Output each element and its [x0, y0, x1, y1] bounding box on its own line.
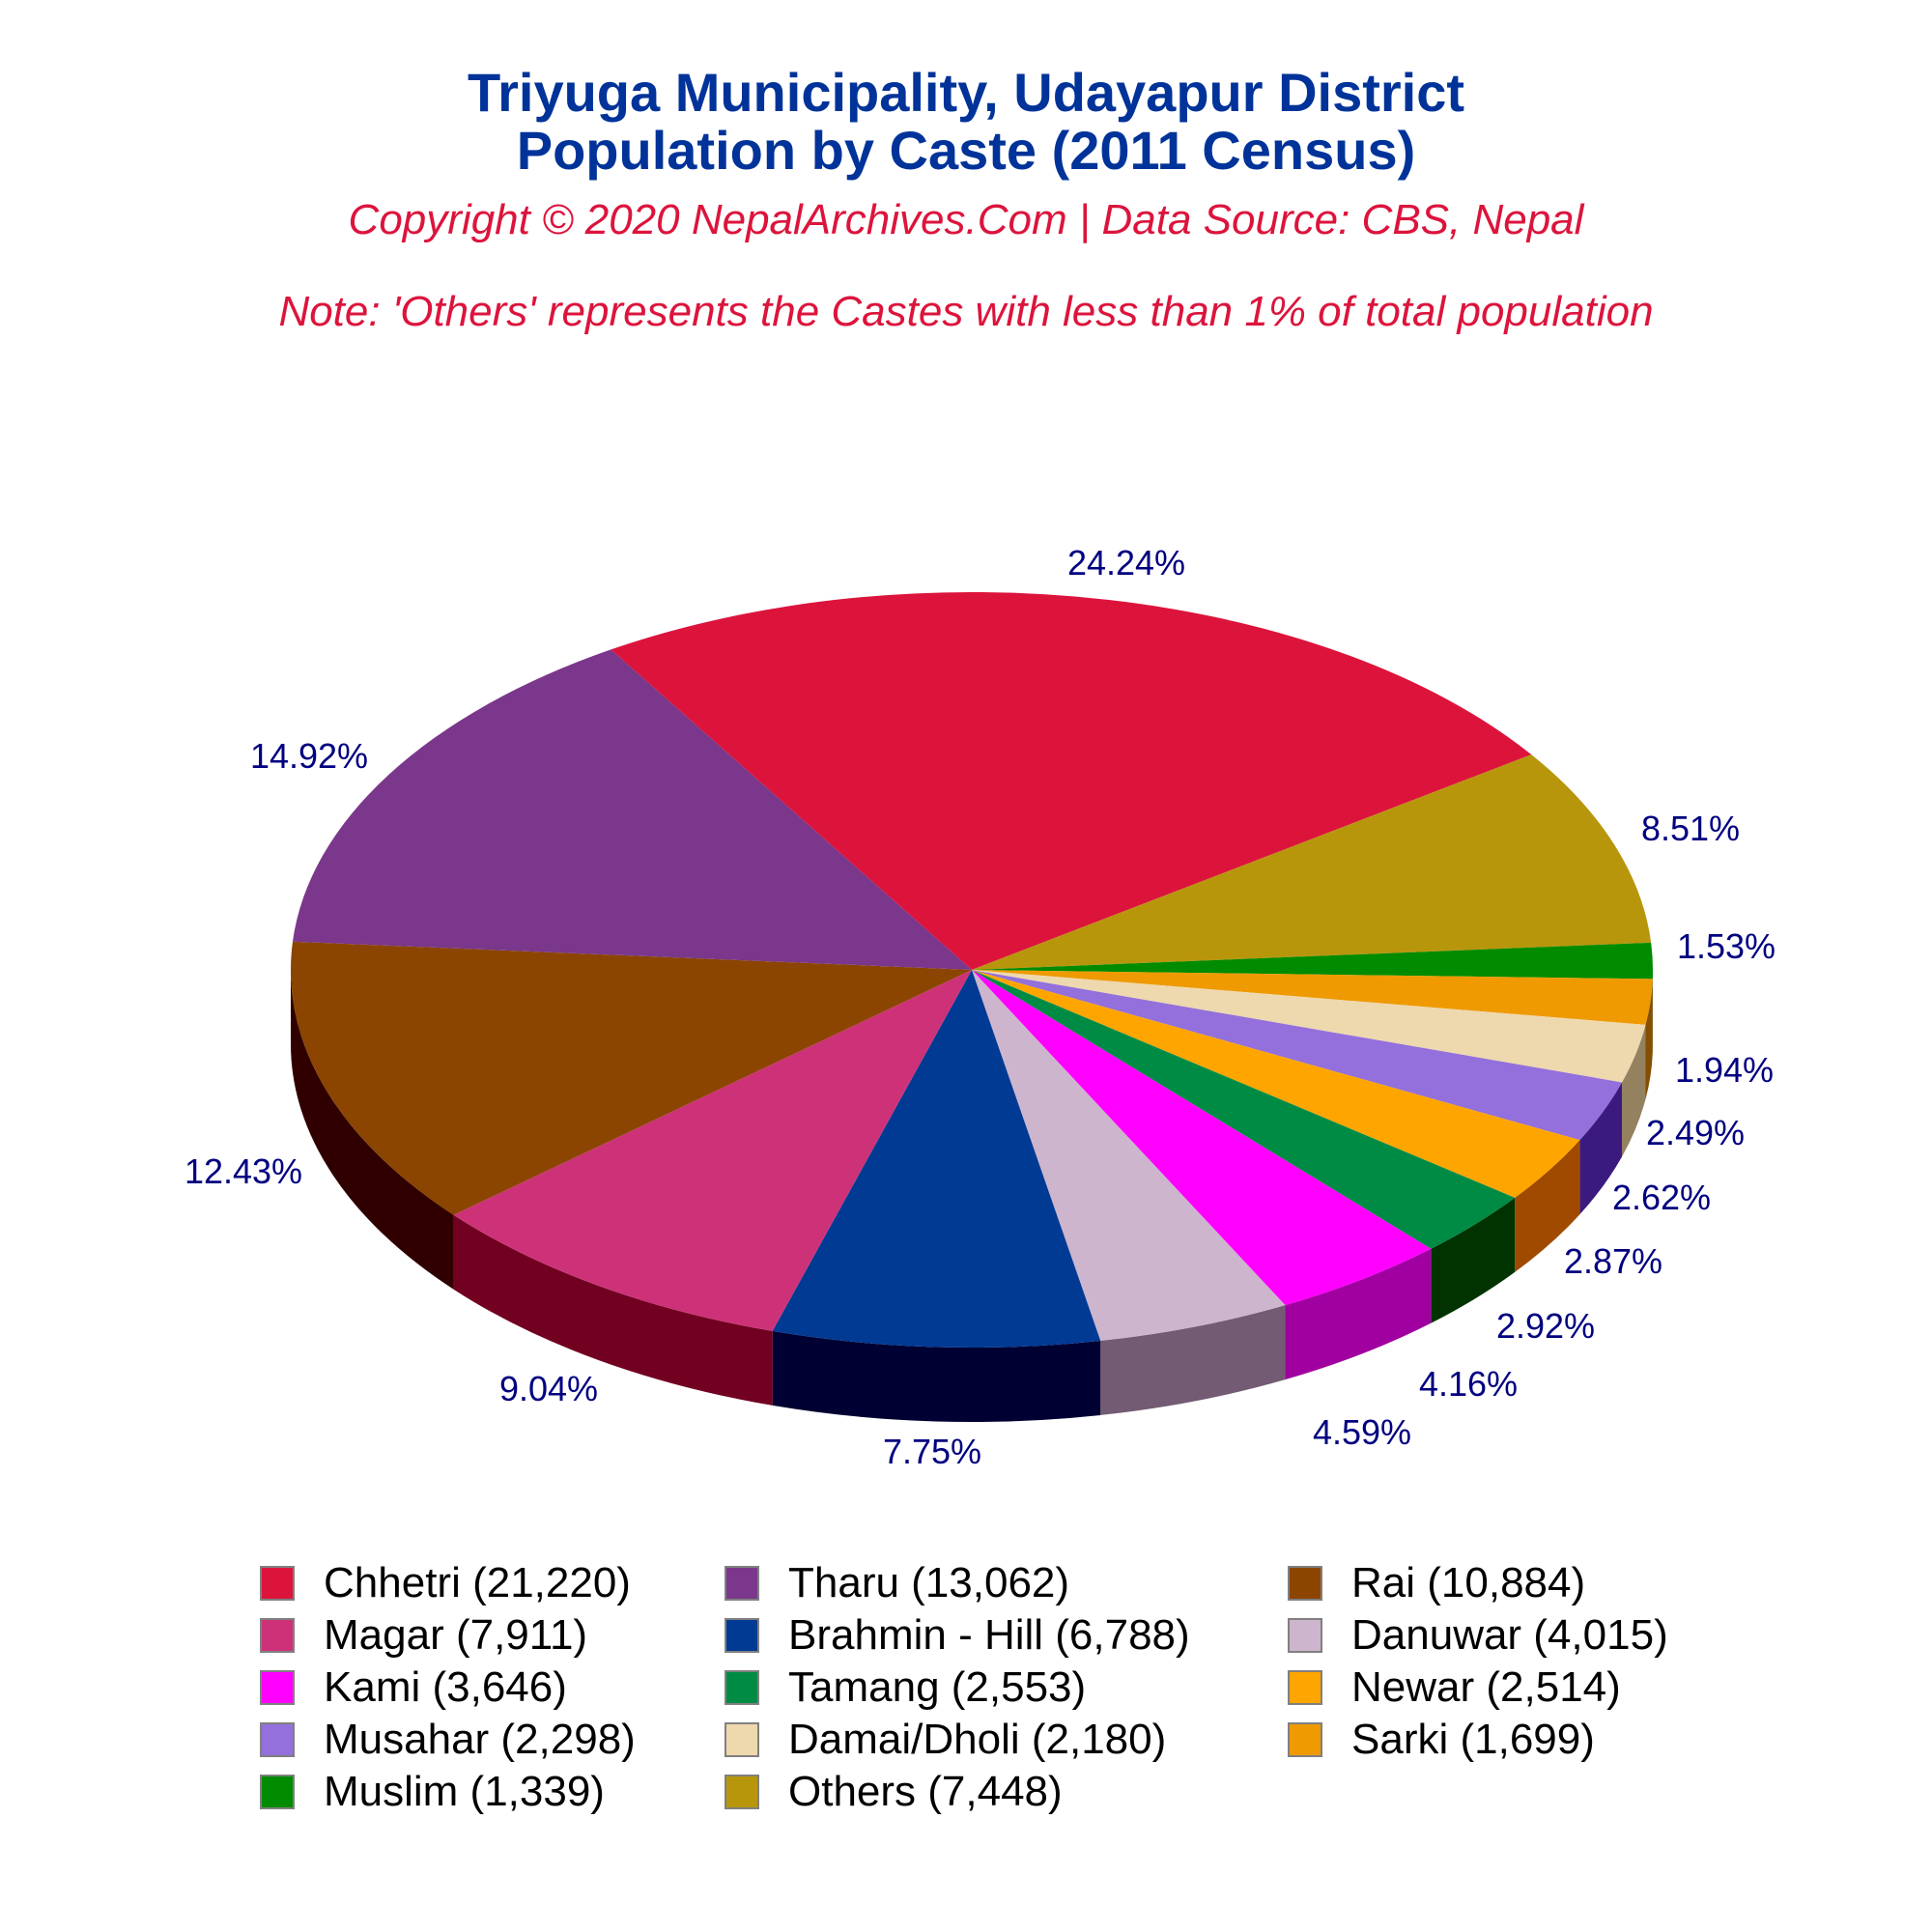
copyright-text: Copyright © 2020 NepalArchives.Com | Dat… — [348, 196, 1584, 243]
legend: Chhetri (21,220) Tharu (13,062) Rai (10,… — [0, 1557, 1932, 1837]
pie-side-newar — [1515, 1140, 1580, 1272]
pie-slice-kami — [972, 970, 1432, 1306]
pie-slice-musahar — [972, 970, 1623, 1141]
legend-item-newar: Newar (2,514) — [1288, 1662, 1621, 1714]
data-label: 4.16% — [1419, 1364, 1518, 1404]
pie-slice-damai-dholi — [972, 970, 1646, 1083]
pie-slice-newar — [972, 970, 1580, 1198]
data-label: 2.92% — [1496, 1306, 1595, 1346]
data-label: 14.92% — [250, 736, 368, 776]
legend-item-magar: Magar (7,911) — [260, 1609, 587, 1662]
legend-swatch — [260, 1722, 295, 1757]
legend-item-brahmin-hill: Brahmin - Hill (6,788) — [724, 1609, 1190, 1662]
legend-item-others: Others (7,448) — [724, 1766, 1063, 1818]
legend-swatch — [260, 1566, 295, 1601]
legend-item-musahar: Musahar (2,298) — [260, 1714, 636, 1766]
data-label: 12.43% — [185, 1151, 302, 1191]
data-label: 2.49% — [1646, 1113, 1745, 1152]
pie-data-labels: 24.24% 8.51% 1.53% 1.94% 2.49% 2.62% 2.87% 2.92… — [185, 543, 1776, 1471]
legend-item-chhetri: Chhetri (21,220) — [260, 1557, 631, 1609]
pie-slice-muslim — [972, 942, 1653, 980]
pie-slice-others — [972, 754, 1652, 970]
legend-swatch — [260, 1670, 295, 1705]
legend-item-tharu: Tharu (13,062) — [724, 1557, 1069, 1609]
pie-slice-chhetri — [611, 591, 1532, 970]
pie-slice-danuwar — [972, 970, 1286, 1341]
pie-side-brahmin-hill — [772, 1330, 1101, 1422]
pie-sides — [291, 970, 1653, 1422]
chart-title-line1: Triyuga Municipality, Udayapur District — [467, 62, 1465, 123]
legend-swatch — [1288, 1722, 1322, 1757]
pie-side-rai — [291, 970, 454, 1290]
pie-slice-rai — [291, 941, 972, 1215]
pie-side-magar — [453, 1214, 773, 1406]
pie-side-tamang — [1431, 1197, 1516, 1323]
data-label: 24.24% — [1067, 543, 1185, 582]
legend-swatch — [724, 1618, 759, 1653]
legend-item-sarki: Sarki (1,699) — [1288, 1714, 1595, 1766]
data-label: 2.87% — [1564, 1241, 1662, 1281]
data-label: 1.94% — [1675, 1050, 1774, 1090]
note-text: Note: 'Others' represents the Castes wit… — [278, 288, 1654, 335]
legend-swatch — [1288, 1566, 1322, 1601]
legend-swatch — [1288, 1670, 1322, 1705]
pie-side-sarki — [1645, 979, 1653, 1099]
legend-item-danuwar: Danuwar (4,015) — [1288, 1609, 1668, 1662]
data-label: 9.04% — [499, 1369, 598, 1408]
pie-side-damai-dholi — [1622, 1024, 1646, 1157]
legend-swatch — [724, 1566, 759, 1601]
data-label: 1.53% — [1677, 926, 1776, 966]
legend-swatch — [724, 1670, 759, 1705]
pie-side-danuwar — [1100, 1305, 1286, 1415]
legend-swatch — [260, 1618, 295, 1653]
legend-item-damai-dholi: Damai/Dholi (2,180) — [724, 1714, 1166, 1766]
data-label: 2.62% — [1612, 1178, 1711, 1217]
legend-swatch — [724, 1722, 759, 1757]
pie-slice-sarki — [972, 970, 1653, 1025]
legend-item-muslim: Muslim (1,339) — [260, 1766, 605, 1818]
data-label: 8.51% — [1641, 809, 1740, 848]
chart-title-line2: Population by Caste (2011 Census) — [516, 120, 1416, 181]
legend-item-kami: Kami (3,646) — [260, 1662, 567, 1714]
data-label: 4.59% — [1313, 1412, 1411, 1452]
pie-slice-tharu — [292, 649, 972, 970]
legend-swatch — [1288, 1618, 1322, 1653]
pie-slice-brahmin-hill — [772, 970, 1101, 1348]
pie-side-kami — [1285, 1248, 1432, 1380]
legend-item-tamang: Tamang (2,553) — [724, 1662, 1086, 1714]
pie-slice-magar — [453, 970, 972, 1331]
legend-swatch — [724, 1775, 759, 1809]
pie-side-musahar — [1579, 1082, 1623, 1215]
pie-slices — [291, 591, 1653, 1348]
data-label: 7.75% — [883, 1432, 981, 1471]
pie-slice-tamang — [972, 970, 1516, 1249]
legend-swatch — [260, 1775, 295, 1809]
legend-item-rai: Rai (10,884) — [1288, 1557, 1585, 1609]
